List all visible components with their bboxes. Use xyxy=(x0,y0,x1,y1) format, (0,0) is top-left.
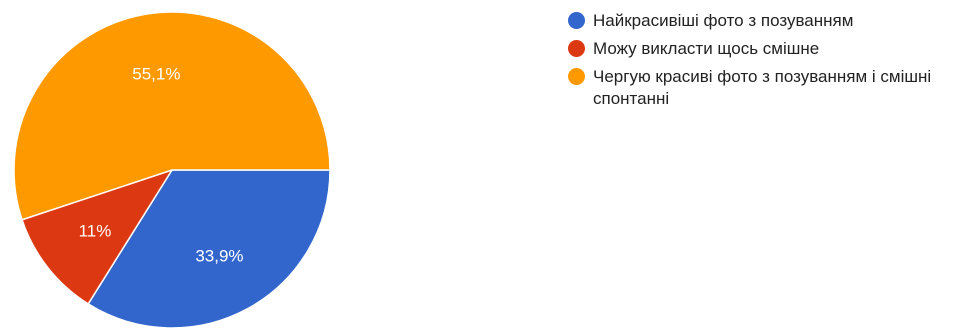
legend-swatch-1 xyxy=(568,12,585,29)
pie-slice-3 xyxy=(13,11,331,221)
slice-label-2: 11% xyxy=(79,222,112,241)
legend-label-1: Найкрасивіші фото з позуванням xyxy=(593,11,854,30)
legend: Найкрасивіші фото з позуванням Можу викл… xyxy=(568,10,958,116)
pie-slice-2 xyxy=(21,168,174,305)
legend-swatch-3 xyxy=(568,68,585,85)
legend-swatch-2 xyxy=(568,40,585,57)
legend-label-2: Можу викласти щось смішне xyxy=(593,39,820,58)
slice-label-1: 33,9% xyxy=(195,247,243,266)
pie-slice-1 xyxy=(87,169,331,329)
legend-item-1: Найкрасивіші фото з позуванням xyxy=(568,10,958,32)
legend-label-3: Чергую красиві фото з позуванням і смішн… xyxy=(593,67,932,108)
pie-chart: 33,9% 11% 55,1% xyxy=(13,11,331,329)
legend-item-2: Можу викласти щось смішне xyxy=(568,38,958,60)
slice-label-3: 55,1% xyxy=(132,64,180,83)
legend-item-3: Чергую красиві фото з позуванням і смішн… xyxy=(568,66,958,110)
